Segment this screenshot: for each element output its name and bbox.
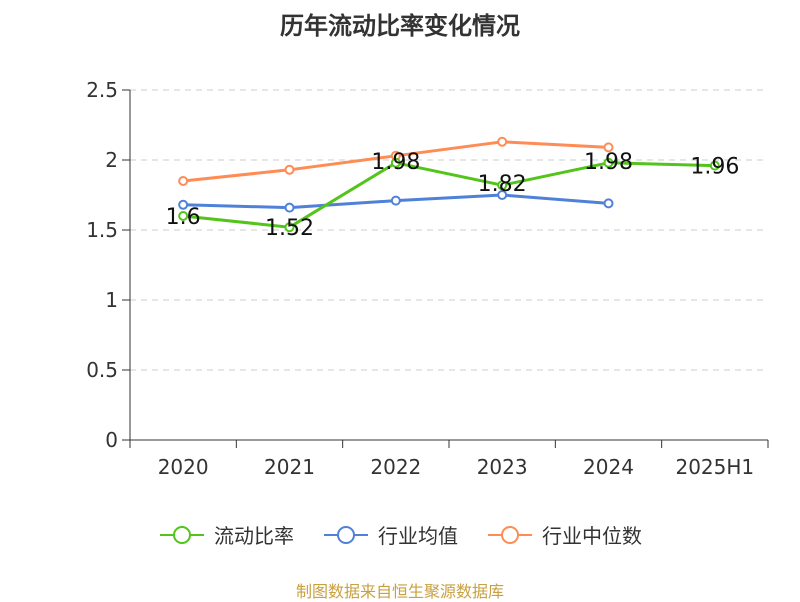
x-tick-label: 2021 <box>264 455 315 479</box>
x-tick-labels: 2020 2021 2022 2023 2024 2025H1 <box>158 455 754 479</box>
legend-label: 行业均值 <box>378 524 458 548</box>
data-label: 1.96 <box>690 155 739 180</box>
legend-item-industry-median[interactable]: 行业中位数 <box>486 520 642 549</box>
y-tick-label: 0 <box>105 428 118 452</box>
data-point <box>284 164 295 175</box>
data-point <box>709 160 720 171</box>
data-labels: 1.6 1.52 1.98 1.82 1.98 1.96 <box>166 150 740 241</box>
y-tick-label: 2.5 <box>86 78 118 102</box>
data-point <box>497 190 508 200</box>
data-label: 1.98 <box>584 150 633 175</box>
data-point <box>390 157 401 168</box>
y-tick-label: 0.5 <box>86 358 118 382</box>
legend-marker-orange <box>488 525 532 544</box>
data-point <box>284 222 295 233</box>
x-tick-label: 2024 <box>583 455 634 479</box>
chart-title: 历年流动比率变化情况 <box>280 12 520 40</box>
legend-marker-green <box>160 525 204 544</box>
series-line <box>183 161 715 229</box>
data-point <box>178 176 189 186</box>
data-point <box>390 195 401 206</box>
data-label: 1.82 <box>478 172 527 197</box>
y-tick-label: 1.5 <box>86 218 118 242</box>
y-tick-label: 2 <box>105 148 118 172</box>
series-lines <box>183 140 715 229</box>
axes <box>122 89 769 448</box>
data-point <box>284 202 295 213</box>
data-point <box>497 180 508 191</box>
x-tick-label: 2020 <box>158 455 209 479</box>
legend-label: 流动比率 <box>214 524 294 548</box>
data-point <box>178 211 189 221</box>
legend-item-current-ratio[interactable]: 流动比率 <box>158 520 294 549</box>
legend-label: 行业中位数 <box>542 524 642 548</box>
y-tick-label: 1 <box>105 288 118 312</box>
data-point <box>178 199 189 210</box>
x-tick-label: 2023 <box>477 455 528 479</box>
data-point <box>603 157 614 168</box>
data-label: 1.98 <box>371 150 420 175</box>
data-point <box>603 142 614 153</box>
x-tick-label: 2022 <box>370 455 421 479</box>
source-note: 制图数据来自恒生聚源数据库 <box>295 582 504 601</box>
data-label: 1.52 <box>265 216 314 241</box>
legend-marker-blue <box>324 525 368 544</box>
data-point <box>603 198 614 209</box>
x-tick-label: 2025H1 <box>675 455 754 479</box>
series-points <box>178 136 720 233</box>
y-tick-labels: 0 0.5 1 1.5 2 2.5 <box>86 78 118 452</box>
data-point <box>497 136 508 147</box>
legend-item-industry-mean[interactable]: 行业均值 <box>322 520 458 549</box>
grid-lines <box>130 89 768 371</box>
legend: 流动比率 行业均值 行业中位数 <box>0 520 800 549</box>
data-label: 1.6 <box>166 205 201 230</box>
